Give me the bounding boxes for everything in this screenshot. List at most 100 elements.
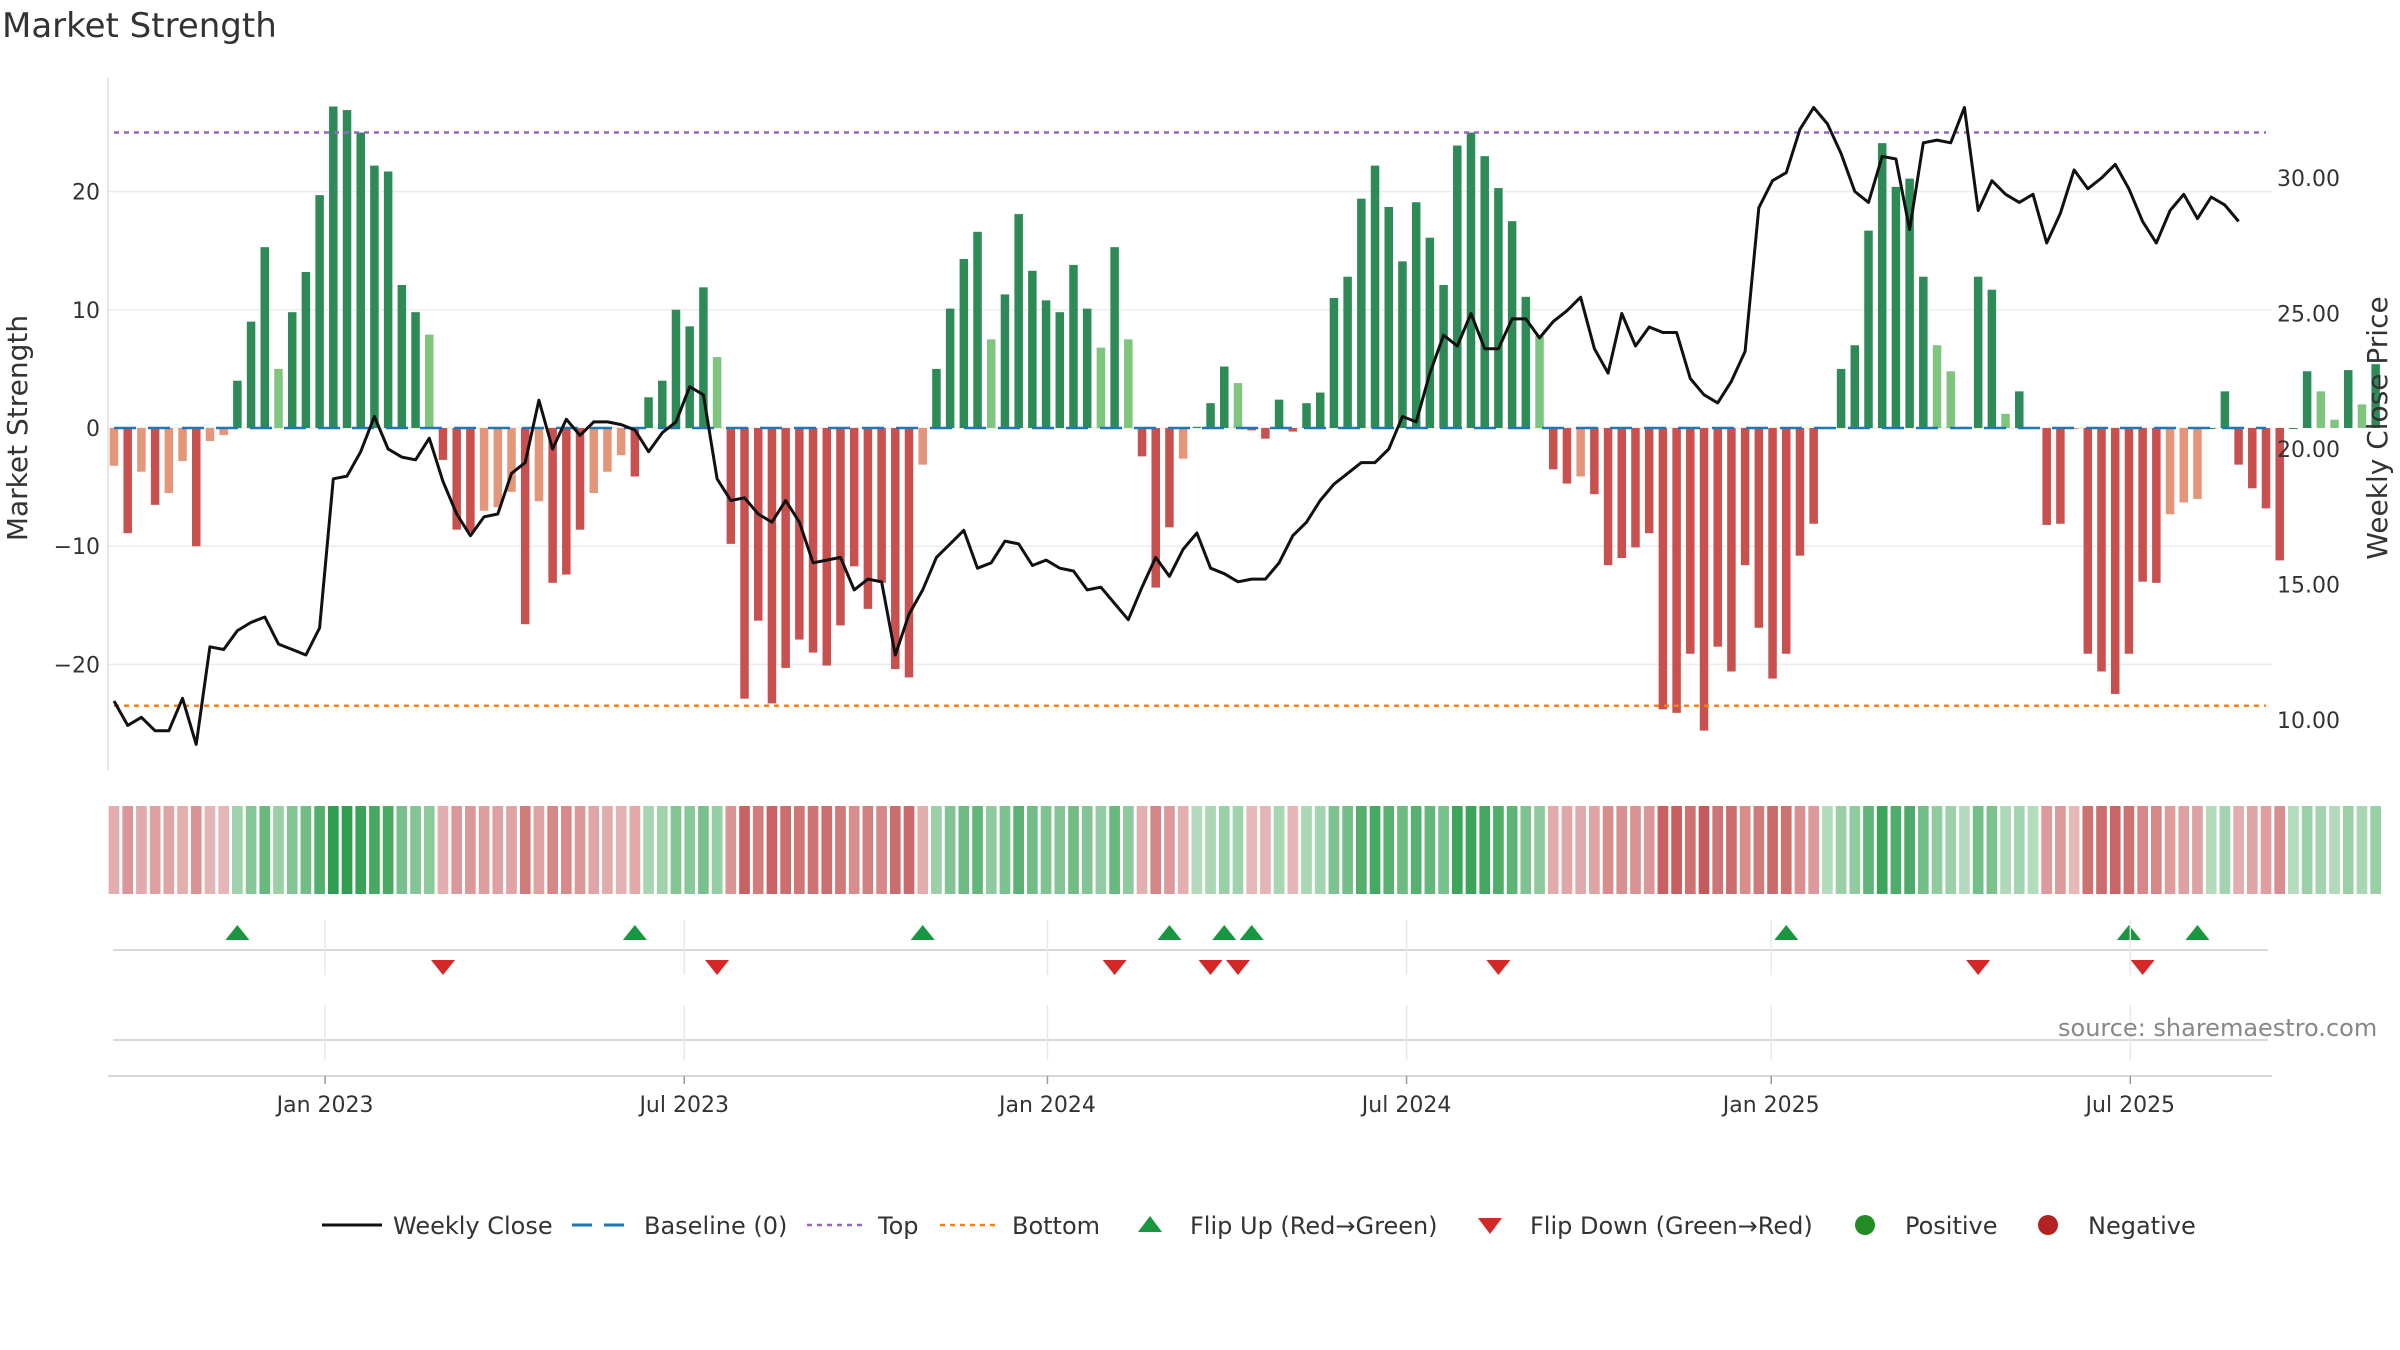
strength-bar-131	[1905, 178, 1914, 428]
heat-cell-46	[739, 806, 750, 894]
x-tick-label-1: Jul 2023	[637, 1093, 729, 1118]
heat-cell-98	[1451, 806, 1463, 894]
heat-cell-141	[2041, 806, 2053, 894]
strength-bar-11	[260, 247, 270, 428]
heat-cell-68	[1040, 806, 1052, 894]
strength-bar-164	[2357, 404, 2367, 428]
heat-cell-32	[547, 806, 558, 894]
heat-cell-115	[1684, 806, 1696, 894]
heat-cell-139	[2013, 806, 2025, 894]
heat-cell-96	[1424, 806, 1436, 894]
strength-bar-10	[246, 321, 256, 428]
flip-up-marker-1	[622, 925, 647, 940]
strength-bar-159	[2289, 428, 2298, 429]
heat-cell-73	[1109, 806, 1120, 894]
flip-up-marker-4	[1212, 925, 1237, 940]
heat-cell-80	[1205, 806, 1216, 894]
strength-bar-40	[658, 380, 667, 428]
strength-bar-120	[1754, 428, 1764, 628]
heat-cell-8	[218, 806, 230, 894]
heat-cell-144	[2082, 806, 2094, 894]
x-axis: Jan 2023 Jul 2023 Jan 2024 Jul 2024 Jan 2025…	[275, 920, 2175, 1118]
chart-title: Market Strength	[2, 6, 277, 46]
heat-cell-122	[1780, 806, 1792, 894]
heat-cell-120	[1753, 806, 1765, 894]
heat-cell-119	[1739, 806, 1751, 894]
heat-cell-157	[2260, 806, 2272, 894]
strength-bar-111	[1631, 428, 1640, 548]
heat-cell-7	[204, 806, 216, 894]
heat-cell-15	[314, 806, 325, 894]
strength-bar-165	[2371, 364, 2380, 428]
heat-cell-54	[848, 806, 860, 894]
strength-bar-119	[1740, 428, 1750, 566]
flip-down-marker-3	[1198, 960, 1223, 975]
heat-cell-87	[1301, 806, 1312, 894]
strength-bar-160	[2302, 371, 2312, 428]
heat-cell-121	[1767, 806, 1778, 894]
heat-cell-126	[1835, 806, 1847, 894]
heat-cell-162	[2329, 806, 2340, 894]
strength-bar-1	[123, 428, 132, 534]
heat-cell-128	[1863, 806, 1874, 894]
strength-bar-104	[1535, 335, 1544, 428]
heat-cell-103	[1520, 806, 1532, 894]
heat-cell-57	[889, 806, 901, 894]
strength-bar-8	[219, 428, 228, 436]
strength-bar-30	[520, 428, 530, 625]
strength-bar-7	[205, 428, 215, 442]
strength-bar-93	[1384, 206, 1394, 428]
legend: Weekly Close Baseline (0) Top Bottom Flip Up…	[322, 1212, 2196, 1240]
heat-cell-63	[972, 806, 983, 894]
heat-cell-38	[629, 806, 641, 894]
heat-cell-155	[2233, 806, 2244, 894]
heat-cell-21	[396, 806, 408, 894]
heat-cell-34	[574, 806, 586, 894]
heat-cell-161	[2315, 806, 2327, 894]
strength-bar-152	[2193, 428, 2202, 499]
heat-cell-101	[1493, 806, 1504, 894]
heat-cell-30	[519, 806, 531, 894]
y-tick-label-4: −20	[54, 653, 100, 678]
strength-bar-116	[1699, 428, 1709, 731]
heat-cell-108	[1589, 806, 1600, 894]
heat-cell-53	[835, 806, 846, 894]
strength-bar-88	[1315, 392, 1325, 428]
heat-cell-66	[1013, 806, 1025, 894]
heat-cell-137	[1986, 806, 1998, 894]
strength-bar-142	[2056, 428, 2065, 524]
heat-cell-112	[1643, 806, 1655, 894]
heat-cell-160	[2301, 806, 2313, 894]
heat-cell-78	[1177, 806, 1189, 894]
strength-bar-118	[1727, 428, 1736, 672]
strength-bar-42	[685, 326, 694, 428]
heat-cell-20	[382, 806, 394, 894]
strength-bar-33	[562, 428, 571, 575]
lower-empty-panel	[108, 1039, 2272, 1077]
strength-bar-85	[1274, 399, 1284, 428]
heat-cell-50	[794, 806, 805, 894]
heat-cell-110	[1616, 806, 1628, 894]
heat-cell-117	[1712, 806, 1724, 894]
legend-positive-swatch	[1855, 1215, 1875, 1235]
heat-cell-136	[1972, 806, 1984, 894]
strength-bar-53	[836, 428, 845, 626]
strength-bar-27	[479, 428, 489, 511]
heat-cell-28	[492, 806, 504, 894]
strength-bar-80	[1206, 403, 1215, 428]
strength-bar-132	[1919, 276, 1928, 428]
heat-cell-163	[2342, 806, 2354, 894]
heat-cell-150	[2164, 806, 2176, 894]
flip-markers-panel	[113, 925, 2268, 975]
strength-bar-59	[918, 428, 927, 465]
strength-bar-127	[1850, 345, 1860, 428]
flip-down-marker-1	[705, 960, 730, 975]
strength-bar-37	[616, 428, 626, 456]
strength-bar-100	[1480, 156, 1489, 428]
strength-bar-149	[2152, 428, 2161, 583]
y-tick-label-0: 20	[72, 181, 100, 206]
strength-bar-126	[1836, 368, 1846, 428]
legend-label-0: Weekly Close	[393, 1212, 553, 1240]
strength-bar-103	[1521, 296, 1531, 428]
heat-cell-67	[1027, 806, 1038, 894]
